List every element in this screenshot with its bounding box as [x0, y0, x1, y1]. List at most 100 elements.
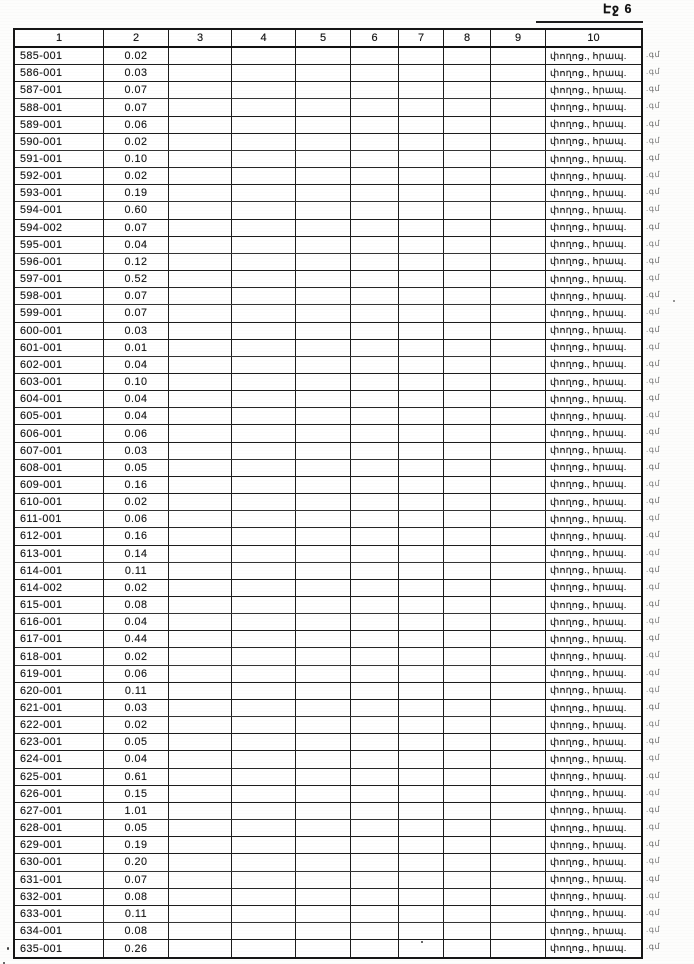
empty-cell — [491, 768, 546, 785]
page-number-label: Էջ 6 — [603, 2, 633, 16]
empty-cell — [444, 271, 491, 288]
empty-cell — [169, 185, 232, 202]
empty-cell — [351, 665, 399, 682]
empty-cell — [351, 785, 399, 802]
empty-cell — [232, 339, 296, 356]
empty-cell — [296, 271, 351, 288]
area-value-cell: 0.19 — [104, 185, 169, 202]
empty-cell — [444, 751, 491, 768]
parcel-id-cell: 609-001 — [15, 476, 104, 494]
empty-cell — [232, 494, 296, 511]
table-row: 610-001 0.02 փողոց., հրապ. — [15, 494, 641, 512]
margin-note: .գմ — [646, 187, 661, 197]
area-value-cell: 0.04 — [104, 391, 169, 408]
empty-cell — [444, 48, 491, 65]
empty-cell — [296, 751, 351, 768]
empty-cell — [232, 545, 296, 562]
empty-cell — [399, 356, 444, 373]
table-row: 615-001 0.08 փողոց., հրապ. — [15, 597, 641, 615]
empty-cell — [444, 133, 491, 150]
empty-cell — [491, 442, 546, 459]
empty-cell — [232, 940, 296, 958]
land-use-cell: փողոց., հրապ. — [550, 856, 627, 868]
land-use-cell: փողոց., հրապ. — [550, 50, 627, 62]
parcel-id-cell: 606-001 — [15, 425, 104, 442]
empty-cell — [399, 614, 444, 631]
margin-note: .գմ — [646, 719, 661, 729]
area-value-cell: 0.26 — [104, 940, 169, 958]
empty-cell — [444, 168, 491, 185]
table-row: 614-001 0.11 փողոց., հրապ. — [15, 562, 641, 580]
empty-cell — [232, 99, 296, 116]
empty-cell — [232, 665, 296, 682]
empty-cell — [399, 665, 444, 682]
empty-cell — [399, 562, 444, 579]
land-use-cell: փողոց., հրապ. — [550, 170, 627, 182]
table-row: 598-001 0.07 փողոց., հրապ. — [15, 288, 641, 306]
land-use-cell: փողոց., հրապ. — [550, 925, 627, 937]
column-header: 1 — [15, 30, 104, 46]
empty-cell — [444, 734, 491, 751]
table-row: 634-001 0.08 փողոց., հրապ. — [15, 922, 641, 941]
margin-note: .գմ — [646, 753, 661, 763]
empty-cell — [169, 734, 232, 751]
parcel-id-cell: 598-001 — [15, 288, 104, 305]
empty-cell — [491, 391, 546, 408]
land-use-cell: փողոց., հրապ. — [550, 513, 627, 525]
parcel-id-cell: 599-001 — [15, 305, 104, 322]
table-row: 607-001 0.03 փողոց., հրապ. — [15, 442, 641, 460]
empty-cell — [444, 631, 491, 648]
margin-note: .գմ — [646, 942, 661, 952]
empty-cell — [232, 150, 296, 168]
land-use-cell: փողոց., հրապ. — [550, 479, 627, 491]
empty-cell — [296, 820, 351, 837]
empty-cell — [399, 888, 444, 905]
empty-cell — [296, 837, 351, 854]
empty-cell — [169, 48, 232, 65]
empty-cell — [232, 219, 296, 236]
land-use-cell: փողոց., հրապ. — [550, 943, 627, 955]
empty-cell — [444, 871, 491, 888]
empty-cell — [351, 253, 399, 271]
empty-cell — [399, 699, 444, 717]
margin-note: .գմ — [646, 667, 661, 677]
margin-note: .գմ — [646, 890, 661, 900]
parcel-id-cell: 587-001 — [15, 82, 104, 99]
empty-cell — [351, 48, 399, 65]
empty-cell — [491, 905, 546, 922]
empty-cell — [351, 562, 399, 579]
parcel-id-cell: 626-001 — [15, 785, 104, 802]
empty-cell — [444, 528, 491, 545]
empty-cell — [399, 511, 444, 528]
empty-cell — [232, 408, 296, 425]
empty-cell — [399, 48, 444, 65]
empty-cell — [351, 597, 399, 614]
area-value-cell: 0.14 — [104, 545, 169, 562]
parcel-id-cell: 596-001 — [15, 253, 104, 271]
table-row: 624-001 0.04 փողոց., հրապ. — [15, 751, 641, 769]
margin-note: .գմ — [646, 770, 661, 780]
empty-cell — [296, 940, 351, 958]
empty-cell — [444, 202, 491, 219]
empty-cell — [399, 579, 444, 596]
empty-cell — [169, 751, 232, 768]
empty-cell — [491, 133, 546, 150]
empty-cell — [351, 494, 399, 511]
empty-cell — [232, 648, 296, 665]
empty-cell — [296, 905, 351, 922]
land-use-cell: փողոց., հրապ. — [550, 788, 627, 800]
margin-note: .գմ — [646, 856, 661, 866]
margin-note: .գմ — [646, 804, 661, 814]
empty-cell — [351, 528, 399, 545]
empty-cell — [169, 99, 232, 116]
margin-note: .գմ — [646, 307, 661, 317]
area-value-cell: 0.02 — [104, 133, 169, 150]
empty-cell — [444, 494, 491, 511]
empty-cell — [491, 65, 546, 82]
empty-cell — [444, 665, 491, 682]
parcel-id-cell: 623-001 — [15, 734, 104, 751]
empty-cell — [399, 545, 444, 562]
margin-note: .գմ — [646, 170, 661, 180]
empty-cell — [232, 185, 296, 202]
margin-note: .գմ — [646, 461, 661, 471]
